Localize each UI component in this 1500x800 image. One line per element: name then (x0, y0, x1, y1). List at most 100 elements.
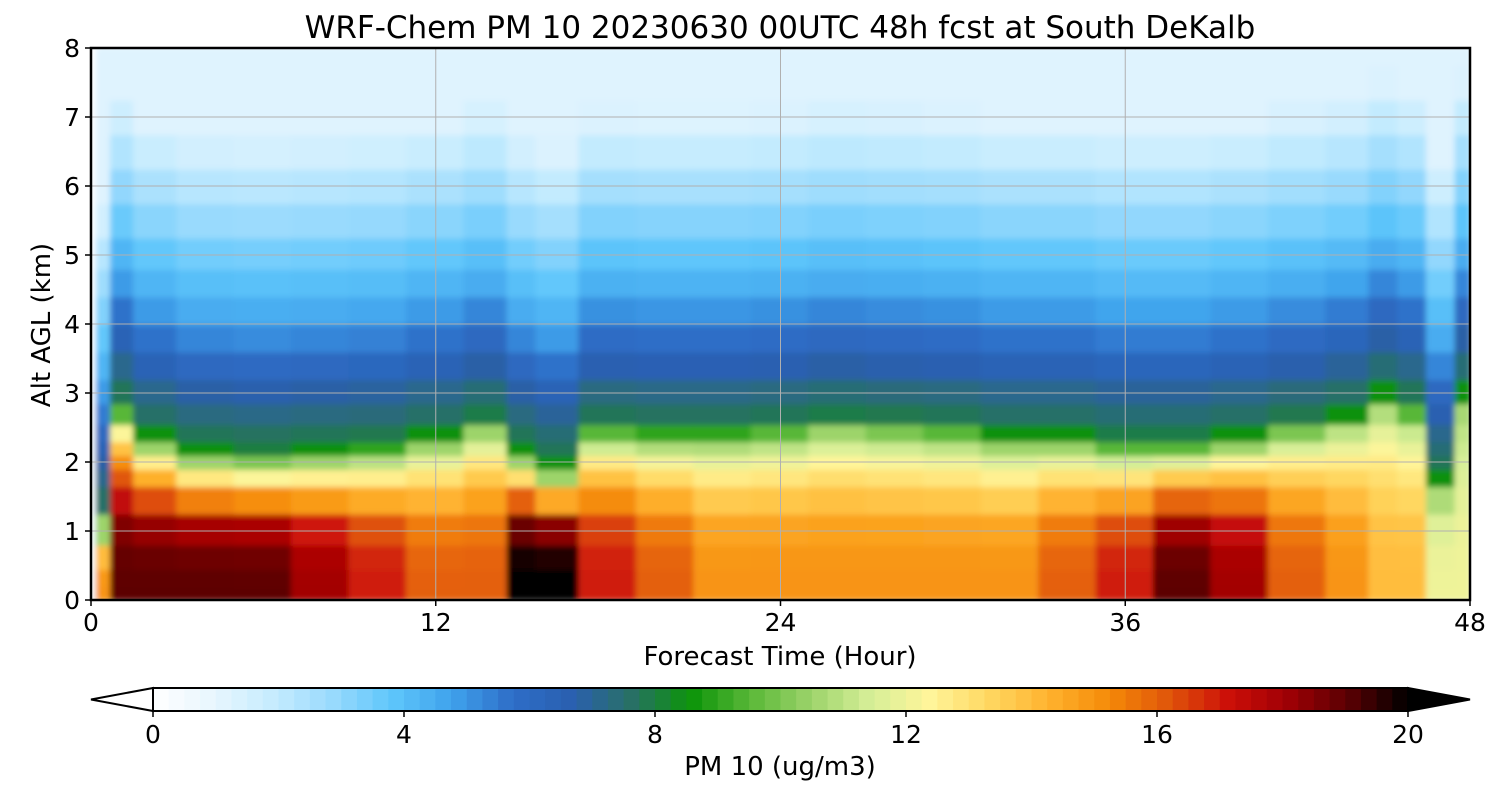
heatmap-cell (233, 378, 294, 405)
heatmap-cell (1038, 350, 1098, 381)
heatmap-cell (865, 543, 926, 570)
heatmap-cell (578, 378, 638, 405)
heatmap-cell (923, 378, 983, 405)
heatmap-cell (506, 512, 538, 546)
colorbar-swatch (1078, 688, 1095, 711)
heatmap-cell (348, 48, 409, 67)
heatmap-cell (1397, 568, 1428, 588)
heatmap-cell (176, 402, 236, 426)
heatmap-cell (463, 440, 509, 457)
heatmap-cell (1267, 48, 1328, 67)
heatmap-cell (110, 585, 136, 598)
heatmap-cell (1210, 323, 1270, 353)
heatmap-cell (1454, 323, 1470, 353)
heatmap-cell (578, 350, 638, 381)
heatmap-cell (1425, 323, 1457, 353)
heatmap-cell (133, 467, 179, 488)
heatmap-cell (176, 267, 236, 298)
heatmap-cell (808, 323, 868, 353)
heatmap-cell (95, 512, 113, 546)
heatmap-cell (1038, 568, 1098, 588)
heatmap-cell (291, 568, 351, 588)
colorbar-swatch (906, 688, 923, 711)
heatmap-cell (1368, 236, 1400, 270)
heatmap-cell (1153, 485, 1213, 515)
heatmap-cell (578, 595, 638, 600)
heatmap-cell (95, 467, 113, 488)
heatmap-cell (95, 323, 113, 353)
heatmap-cell (1038, 295, 1098, 325)
heatmap-cell (1425, 267, 1457, 298)
heatmap-cell (1153, 133, 1213, 170)
heatmap-cell (1325, 378, 1371, 405)
heatmap-cell (348, 595, 409, 600)
heatmap-cell (1425, 48, 1457, 67)
heatmap-cell (110, 568, 136, 588)
colorbar-swatch (639, 688, 656, 711)
heatmap-cell (291, 485, 351, 515)
heatmap-cell (463, 202, 509, 239)
heatmap-cell (923, 440, 983, 457)
heatmap-cell (693, 267, 753, 298)
x-tick-label: 48 (1454, 608, 1486, 637)
colorbar-swatch (686, 688, 703, 711)
heatmap-cell (535, 64, 581, 101)
heatmap-cell (1368, 133, 1400, 170)
heatmap-cell (578, 467, 638, 488)
heatmap-cell (1325, 236, 1371, 270)
heatmap-cell (980, 133, 1041, 170)
heatmap-cell (176, 323, 236, 353)
heatmap-cell (110, 202, 136, 239)
heatmap-cell (91, 585, 98, 598)
y-tick-label: 7 (64, 103, 80, 132)
heatmap-cell (133, 440, 179, 457)
colorbar-swatch (560, 688, 578, 711)
heatmap-cell (923, 267, 983, 298)
heatmap-cell (1368, 402, 1400, 426)
y-axis-ticks: 0 1 2 3 4 5 6 7 8 (64, 34, 91, 615)
heatmap-cell (348, 378, 409, 405)
heatmap-cell (1454, 467, 1470, 488)
heatmap-cell (535, 543, 581, 570)
heatmap-cell (693, 543, 753, 570)
colorbar-swatch (1313, 688, 1331, 711)
heatmap-cell (95, 568, 113, 588)
heatmap-cell (535, 512, 581, 546)
heatmap-cell (1267, 350, 1328, 381)
heatmap-cell (1210, 350, 1270, 381)
heatmap-cell (348, 202, 409, 239)
heatmap-cell (1153, 467, 1213, 488)
heatmap-cell (923, 236, 983, 270)
colorbar-label: PM 10 (ug/m3) (684, 752, 876, 782)
heatmap-cell (506, 568, 538, 588)
heatmap-cell (535, 568, 581, 588)
heatmap-cell (1038, 585, 1098, 598)
heatmap-cell (348, 467, 409, 488)
heatmap-cell (1153, 378, 1213, 405)
heatmap-cell (133, 64, 179, 101)
colorbar-swatch (404, 688, 421, 711)
heatmap-cell (1397, 295, 1428, 325)
heatmap-cell (1425, 595, 1457, 600)
heatmap-cell (923, 585, 983, 598)
heatmap-cell (578, 295, 638, 325)
heatmap-cell (535, 467, 581, 488)
heatmap-cell (808, 133, 868, 170)
heatmap-cell (133, 485, 179, 515)
heatmap-cell (535, 595, 581, 600)
colorbar-swatch (623, 688, 640, 711)
heatmap-cell (291, 64, 351, 101)
colorbar-swatch (607, 688, 625, 711)
heatmap-cell (463, 585, 509, 598)
heatmap-cell (1454, 48, 1470, 67)
colorbar-swatch (1109, 688, 1127, 711)
heatmap-cell (578, 568, 638, 588)
heatmap-cell (95, 236, 113, 270)
heatmap-cell (1325, 585, 1371, 598)
heatmap-cell (91, 202, 98, 239)
heatmap-cell (91, 423, 98, 443)
heatmap-cell (1397, 402, 1428, 426)
colorbar-swatch (1298, 688, 1315, 711)
heatmap-cell (1210, 543, 1270, 570)
heatmap-cell (1397, 350, 1428, 381)
